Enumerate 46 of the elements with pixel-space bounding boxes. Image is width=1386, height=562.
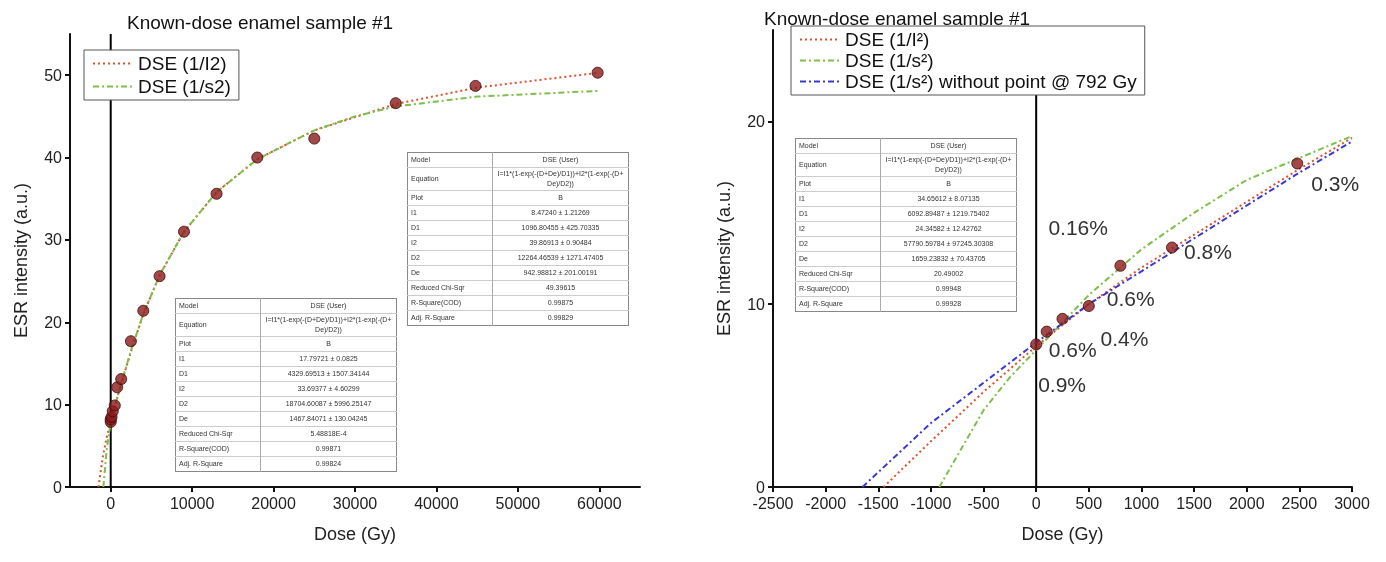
y-tick-label: 50 <box>44 66 63 84</box>
x-tick-label: 1500 <box>1176 494 1212 512</box>
x-tick-label: 3000 <box>1334 494 1370 512</box>
annotation: 0.6% <box>1106 286 1155 310</box>
y-tick-label: 0 <box>756 478 766 496</box>
x-tick-label: 2500 <box>1281 494 1318 512</box>
x-tick-label: 40000 <box>414 494 459 512</box>
x-tick-label: 50000 <box>495 494 541 512</box>
y-tick-label: 20 <box>44 313 63 331</box>
x-tick-label: -2000 <box>805 494 847 512</box>
x-tick-label: 1000 <box>1123 494 1160 512</box>
legend-label: DSE (1/s2) <box>138 76 231 97</box>
x-tick-label: 30000 <box>332 494 378 512</box>
y-tick-label: 30 <box>44 231 63 249</box>
annotation: 0.3% <box>1311 171 1360 195</box>
x-tick-label: 500 <box>1075 494 1103 512</box>
x-tick-label: 0 <box>1031 494 1041 512</box>
y-tick-label: 0 <box>53 478 63 496</box>
y-tick-label: 10 <box>747 295 766 313</box>
x-tick-label: -1000 <box>910 494 952 512</box>
x-axis-title: Dose (Gy) <box>1021 524 1104 544</box>
chart-title: Known-dose enamel sample #1 <box>127 12 394 33</box>
legend-label: DSE (1/I2) <box>138 53 227 74</box>
y-axis-title: ESR intensity (a.u.) <box>714 180 734 337</box>
x-tick-label: 20000 <box>251 494 296 512</box>
x-tick-label: 0 <box>106 494 116 512</box>
annotation: 0.8% <box>1183 240 1232 264</box>
y-axis-title: ESR intensity (a.u.) <box>11 182 31 339</box>
x-tick-label: -1500 <box>857 494 899 512</box>
annotation: 0.9% <box>1038 372 1087 396</box>
x-tick-label: 2000 <box>1228 494 1265 512</box>
y-tick-label: 10 <box>44 396 63 414</box>
annotation: 0.16% <box>1048 216 1108 240</box>
y-tick-label: 20 <box>747 112 766 130</box>
legend-label: DSE (1/s²) <box>845 50 934 71</box>
annotation: 0.6% <box>1048 338 1097 362</box>
x-tick-label: -500 <box>967 494 1000 512</box>
legend-label: DSE (1/s²) without point @ 792 Gy <box>845 71 1138 92</box>
x-tick-label: -2500 <box>752 494 794 512</box>
chart-title: Known-dose enamel sample #1 <box>764 8 1031 29</box>
annotation: 0.4% <box>1100 327 1149 351</box>
legend-label: DSE (1/I²) <box>845 29 930 50</box>
y-tick-label: 40 <box>44 149 63 167</box>
x-tick-label: 10000 <box>169 494 215 512</box>
x-tick-label: 60000 <box>577 494 622 512</box>
x-axis-title: Dose (Gy) <box>313 524 397 544</box>
